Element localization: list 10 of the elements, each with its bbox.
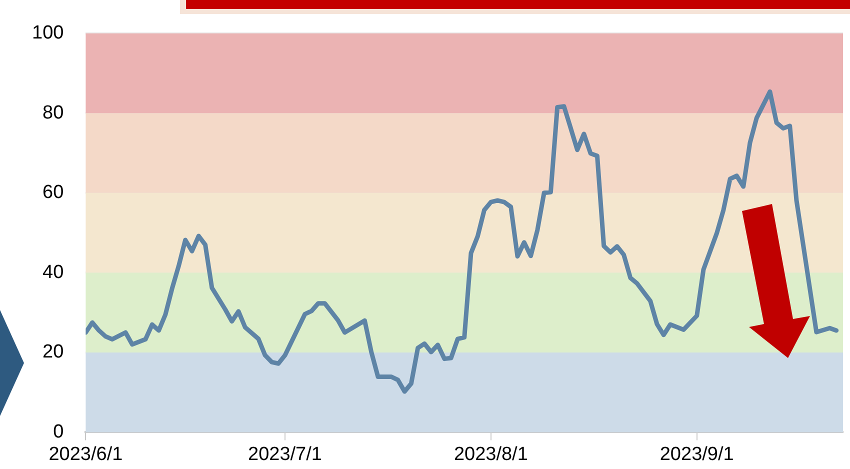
y-tick-label: 40 [42,262,64,283]
y-tick-label: 100 [32,22,64,44]
x-tick-label: 2023/9/1 [660,444,734,465]
y-tick-label: 60 [42,182,64,204]
x-tick-label: 2023/6/1 [48,444,123,465]
x-tick-label: 2023/8/1 [454,444,528,465]
y-tick-label: 20 [42,342,64,363]
y-tick-label: 80 [42,102,64,124]
x-tick-label: 2023/7/1 [248,444,322,465]
y-tick-label: 0 [53,421,64,442]
